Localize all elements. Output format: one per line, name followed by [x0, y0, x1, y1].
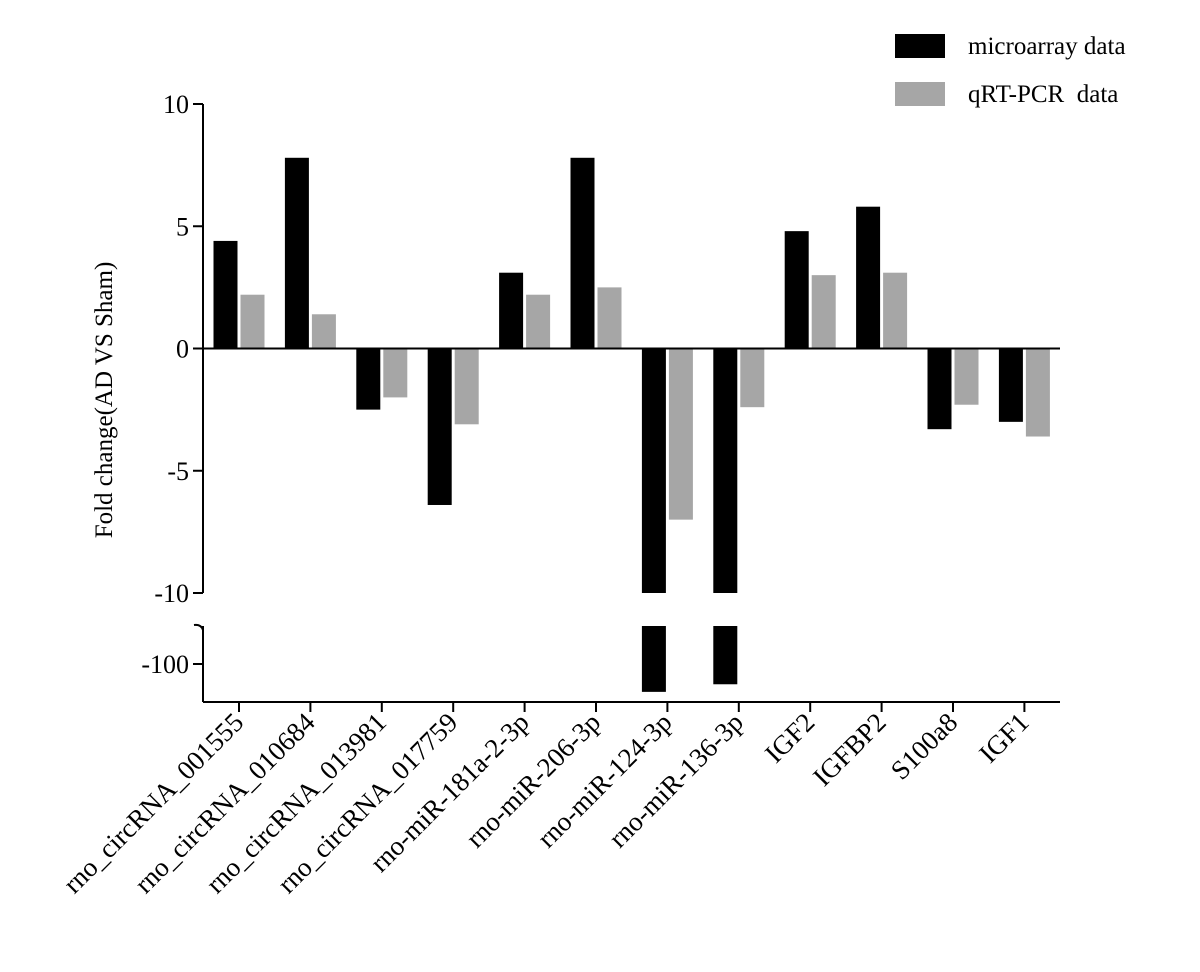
- y-axis-label: Fold change(AD VS Sham): [91, 262, 118, 539]
- y-tick-label: -10: [154, 579, 189, 608]
- legend-label-microarray: microarray data: [968, 33, 1126, 60]
- bar-microarray-7-lower: [641, 626, 666, 692]
- bar-qrtpcr-2: [311, 314, 336, 349]
- bar-microarray-12: [998, 348, 1023, 422]
- axis-break-mark: [193, 623, 204, 631]
- bar-microarray-8-lower: [713, 626, 738, 685]
- bar-microarray-10: [856, 206, 881, 349]
- bar-microarray-4: [427, 348, 452, 505]
- y-tick-label: 5: [176, 212, 189, 241]
- bar-microarray-7-upper: [641, 348, 666, 593]
- bar-microarray-2: [284, 157, 309, 349]
- bar-qrtpcr-6: [597, 287, 622, 349]
- bar-qrtpcr-7: [668, 348, 693, 520]
- y-tick-label: -100: [141, 650, 189, 679]
- bar-microarray-11: [927, 348, 952, 430]
- bar-qrtpcr-9: [811, 275, 836, 349]
- legend-swatch-microarray: [895, 34, 945, 58]
- legend: microarray data qRT-PCR data: [895, 33, 1126, 108]
- bar-microarray-5: [499, 272, 524, 349]
- bar-qrtpcr-4: [454, 348, 479, 425]
- y-tick-label: 0: [176, 335, 189, 364]
- legend-label-qrtpcr: qRT-PCR data: [968, 81, 1118, 108]
- bar-qrtpcr-11: [954, 348, 979, 405]
- bar-microarray-1: [213, 240, 238, 349]
- x-tick-label: IGF1: [973, 707, 1035, 769]
- y-tick-label: -5: [167, 457, 189, 486]
- bar-qrtpcr-3: [383, 348, 408, 398]
- bar-qrtpcr-10: [883, 272, 908, 349]
- x-tick-label: IGFBP2: [807, 707, 892, 792]
- bars-layer: [213, 157, 1050, 692]
- bar-qrtpcr-8: [740, 348, 765, 408]
- bar-microarray-8-upper: [713, 348, 738, 593]
- axes-layer: 1050-5-10-100rno_circRNA_001555rno_circR…: [57, 90, 1060, 899]
- bar-qrtpcr-12: [1025, 348, 1050, 437]
- legend-swatch-qrtpcr: [895, 82, 945, 106]
- x-tick-label: IGF2: [759, 707, 821, 769]
- y-tick-label: 10: [163, 90, 189, 119]
- bar-microarray-3: [356, 348, 381, 410]
- bar-microarray-6: [570, 157, 595, 349]
- bar-microarray-9: [784, 231, 809, 349]
- x-tick-label: S100a8: [885, 707, 963, 785]
- bar-qrtpcr-1: [240, 294, 265, 349]
- bar-qrtpcr-5: [526, 294, 551, 349]
